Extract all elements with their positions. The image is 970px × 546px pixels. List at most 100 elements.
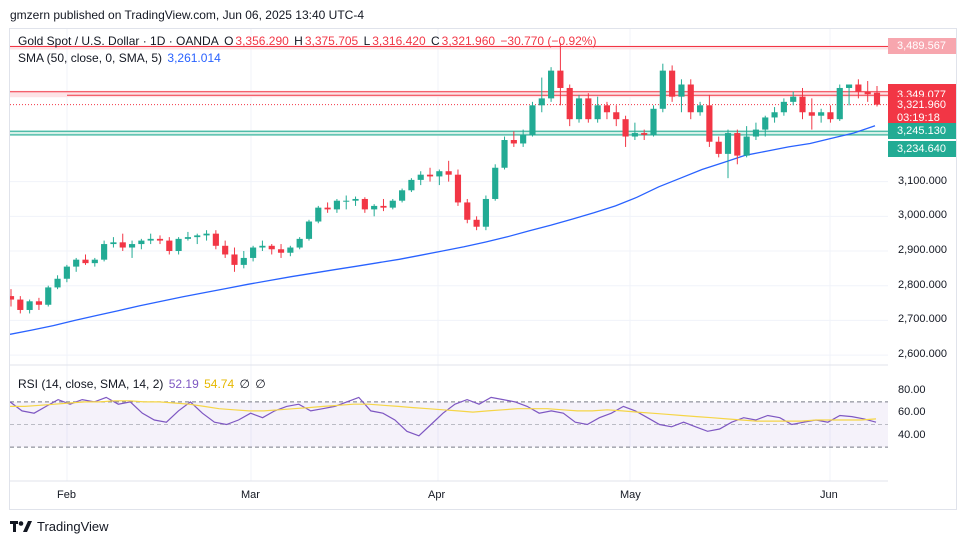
candle[interactable] xyxy=(603,105,611,113)
candle[interactable] xyxy=(54,278,61,288)
candle[interactable] xyxy=(91,259,98,264)
candle[interactable] xyxy=(119,242,126,248)
candle[interactable] xyxy=(762,117,769,130)
candle[interactable] xyxy=(482,198,489,227)
candle[interactable] xyxy=(631,133,638,137)
candle[interactable] xyxy=(128,244,136,248)
candle[interactable] xyxy=(697,105,704,113)
candle[interactable] xyxy=(678,84,685,97)
candle[interactable] xyxy=(436,171,443,177)
candle[interactable] xyxy=(687,84,694,113)
candle[interactable] xyxy=(110,242,117,245)
candle[interactable] xyxy=(138,240,145,245)
candle[interactable] xyxy=(408,179,415,191)
candle[interactable] xyxy=(231,254,238,265)
candle[interactable] xyxy=(845,84,853,88)
candle[interactable] xyxy=(361,198,368,210)
candle[interactable] xyxy=(594,105,601,120)
candle[interactable] xyxy=(641,133,648,135)
rsi-legend[interactable]: RSI (14, close, SMA, 14, 2) 52.19 54.74 … xyxy=(18,377,268,391)
candle[interactable] xyxy=(324,207,331,210)
candle[interactable] xyxy=(35,301,43,305)
candle[interactable] xyxy=(454,174,462,203)
candle[interactable] xyxy=(268,245,275,250)
symbol-legend[interactable]: Gold Spot / U.S. Dollar · 1D · OANDA O 3,… xyxy=(18,34,598,48)
candle[interactable] xyxy=(73,259,80,267)
candle[interactable] xyxy=(417,174,424,180)
candle[interactable] xyxy=(566,87,573,120)
candle[interactable] xyxy=(184,237,191,239)
candle[interactable] xyxy=(548,70,555,99)
candle[interactable] xyxy=(855,84,862,92)
candle[interactable] xyxy=(175,238,182,251)
candle[interactable] xyxy=(305,221,313,239)
candle[interactable] xyxy=(510,140,517,144)
candle[interactable] xyxy=(389,200,396,208)
candle[interactable] xyxy=(473,219,480,227)
candle[interactable] xyxy=(492,167,499,199)
candle[interactable] xyxy=(557,70,564,88)
candle[interactable] xyxy=(63,266,70,279)
candle[interactable] xyxy=(752,129,760,137)
candle[interactable] xyxy=(715,141,722,154)
price-chart[interactable] xyxy=(10,29,888,509)
candle[interactable] xyxy=(613,112,620,120)
candle[interactable] xyxy=(808,112,815,116)
candle[interactable] xyxy=(873,92,881,105)
candle[interactable] xyxy=(464,202,471,220)
candle[interactable] xyxy=(799,96,806,113)
candle[interactable] xyxy=(101,244,108,260)
candle[interactable] xyxy=(240,257,247,265)
candle[interactable] xyxy=(315,207,322,222)
candle[interactable] xyxy=(501,140,508,168)
candle[interactable] xyxy=(10,296,15,300)
sma-legend[interactable]: SMA (50, close, 0, SMA, 5) 3,261.014 xyxy=(18,51,223,65)
candle[interactable] xyxy=(156,238,164,241)
candle[interactable] xyxy=(585,98,592,120)
candle[interactable] xyxy=(771,112,778,118)
candle[interactable] xyxy=(743,136,750,156)
candle[interactable] xyxy=(166,240,173,251)
candle[interactable] xyxy=(296,238,303,248)
candle[interactable] xyxy=(371,205,378,210)
candle[interactable] xyxy=(790,96,797,102)
candle[interactable] xyxy=(724,133,732,154)
candle[interactable] xyxy=(203,233,210,236)
candle[interactable] xyxy=(734,133,741,156)
candle[interactable] xyxy=(827,112,834,120)
candle[interactable] xyxy=(520,134,527,144)
candle[interactable] xyxy=(333,200,340,210)
candle[interactable] xyxy=(529,105,536,135)
candle[interactable] xyxy=(45,287,52,305)
candle[interactable] xyxy=(445,171,452,175)
candle[interactable] xyxy=(399,190,406,201)
candle[interactable] xyxy=(194,235,201,238)
candle[interactable] xyxy=(250,247,257,258)
candle[interactable] xyxy=(864,91,871,95)
candle[interactable] xyxy=(352,198,359,201)
candle[interactable] xyxy=(259,245,266,248)
candle[interactable] xyxy=(650,108,657,135)
candle[interactable] xyxy=(222,245,229,255)
candle[interactable] xyxy=(780,101,787,113)
candle[interactable] xyxy=(212,233,219,246)
candle[interactable] xyxy=(26,301,33,310)
candle[interactable] xyxy=(277,249,285,253)
candle[interactable] xyxy=(426,174,434,177)
candle[interactable] xyxy=(82,259,89,264)
candle[interactable] xyxy=(669,70,676,97)
price-tick: 2,700.000 xyxy=(898,313,947,326)
candle[interactable] xyxy=(575,98,583,120)
candle[interactable] xyxy=(380,205,387,208)
candle[interactable] xyxy=(17,299,24,310)
candle[interactable] xyxy=(538,98,545,106)
candle[interactable] xyxy=(287,247,294,253)
candle[interactable] xyxy=(836,87,843,120)
candle[interactable] xyxy=(818,112,825,116)
candle[interactable] xyxy=(622,119,629,137)
candle[interactable] xyxy=(343,200,350,202)
footer[interactable]: TradingView xyxy=(10,519,109,534)
candle[interactable] xyxy=(659,70,666,109)
candle[interactable] xyxy=(706,105,713,142)
candle[interactable] xyxy=(147,238,154,241)
